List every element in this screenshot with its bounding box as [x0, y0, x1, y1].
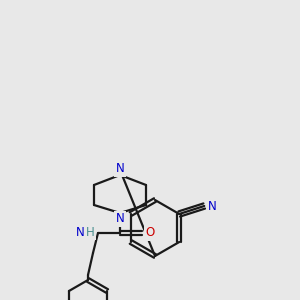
Text: N: N	[116, 163, 124, 176]
Text: O: O	[146, 226, 154, 239]
Text: N: N	[116, 212, 124, 226]
Text: N: N	[208, 200, 217, 212]
Text: H: H	[85, 226, 94, 238]
Text: N: N	[76, 226, 84, 239]
